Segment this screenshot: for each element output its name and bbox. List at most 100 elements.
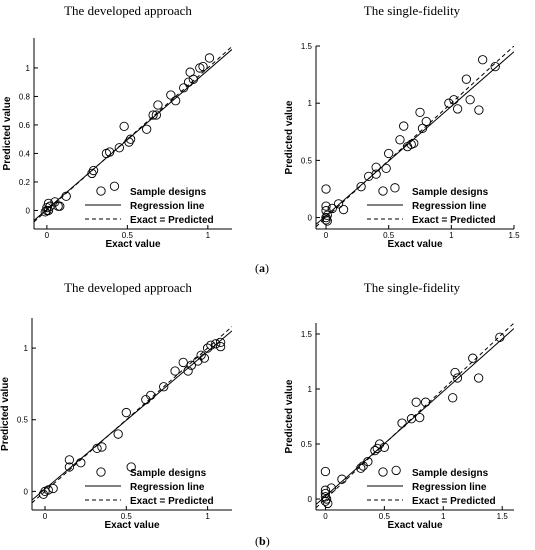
sample-point: [421, 116, 431, 127]
legend-label-exact-predicted: Exact = Predicted: [412, 496, 496, 507]
y-tick-label: 0.5: [301, 440, 313, 449]
sample-point: [183, 366, 193, 376]
x-tick-label: 0.5: [383, 231, 395, 240]
sample-point: [370, 445, 380, 456]
sample-point: [338, 204, 349, 215]
sample-point: [183, 77, 194, 87]
y-axis-title: Predicted value: [0, 377, 11, 451]
legend-marker-circle: [96, 186, 106, 196]
sample-point: [399, 121, 409, 131]
legend: Sample designs Regression line Exact = Pre…: [85, 467, 214, 507]
chart-b-left-title: The developed approach: [64, 280, 192, 295]
x-axis-title: Exact value: [105, 239, 160, 250]
x-tick-label: 0: [43, 512, 48, 521]
sample-point: [199, 353, 210, 363]
sample-point: [395, 135, 405, 145]
sample-point: [113, 429, 123, 439]
sample-point: [323, 498, 333, 509]
sample-point: [320, 488, 331, 499]
sample-point: [449, 95, 459, 105]
y-tick-label: 1.5: [301, 42, 313, 51]
x-tick-label: 1: [449, 231, 454, 240]
sample-point: [76, 458, 86, 468]
sample-point: [326, 483, 336, 493]
y-axis-title: Predicted value: [284, 100, 295, 174]
chart-panel-2: 0 0.5 1 0 0.5 1 Exact value Predicted value Samp…: [0, 318, 232, 531]
sample-point: [473, 373, 484, 383]
chart-a-right-title: The single-fidelity: [363, 3, 461, 18]
x-axis-title: Exact value: [387, 520, 442, 531]
sample-point: [193, 356, 203, 366]
x-axis-title: Exact value: [387, 239, 442, 250]
sample-point: [372, 443, 382, 454]
sample-point: [202, 343, 213, 353]
y-tick-label: 1.5: [301, 330, 313, 339]
sample-point: [391, 465, 401, 476]
y-axis-title: Predicted value: [284, 379, 295, 453]
sample-point: [320, 485, 331, 495]
sample-point: [322, 210, 332, 220]
sample-point: [114, 143, 124, 153]
x-tick-label: 1: [206, 231, 211, 240]
sample-point: [159, 382, 169, 392]
sample-point: [215, 337, 226, 348]
sample-point: [415, 107, 425, 117]
legend-label-sample-designs: Sample designs: [130, 187, 207, 198]
sample-point: [92, 443, 102, 454]
y-tick-label: 1: [308, 385, 313, 394]
sample-point: [151, 110, 161, 120]
sample-point: [124, 137, 134, 147]
sample-point: [142, 124, 152, 134]
sample-point: [415, 412, 425, 423]
legend-label-exact-predicted: Exact = Predicted: [130, 215, 214, 226]
sample-point: [119, 121, 129, 132]
legend-label-sample-designs: Sample designs: [130, 468, 207, 479]
sample-point: [337, 474, 347, 484]
sample-point: [327, 203, 337, 214]
y-tick-label: 1: [26, 64, 31, 73]
exact-equals-predicted-line: [316, 323, 514, 509]
sample-point: [321, 184, 331, 194]
sample-point: [178, 357, 188, 368]
regression-line: [316, 51, 514, 225]
sample-point: [170, 366, 180, 376]
sample-point: [468, 353, 478, 363]
legend-label-sample-designs: Sample designs: [412, 468, 489, 479]
sample-point: [411, 397, 421, 407]
y-axis-title: Predicted value: [2, 96, 13, 170]
sample-point: [320, 492, 331, 502]
sample-point: [215, 342, 226, 352]
legend-label-regression-line: Regression line: [412, 201, 487, 212]
sample-point: [166, 90, 176, 100]
y-tick-label: 0: [308, 214, 313, 223]
sample-point: [333, 199, 344, 209]
sample-point: [204, 53, 215, 63]
y-tick-label: 0.5: [17, 416, 29, 425]
sample-point: [148, 110, 158, 120]
sample-point: [109, 181, 120, 191]
sample-point: [198, 61, 208, 72]
legend-marker-circle: [378, 467, 388, 477]
sample-point: [390, 183, 400, 193]
sample-point: [374, 439, 385, 449]
x-tick-label: 0.5: [122, 231, 134, 240]
x-tick-label: 0: [324, 231, 329, 240]
y-tick-label: 0.8: [19, 92, 31, 101]
chart-panel-3: 0 0.5 1 1.5 0 0.5 1 1.5 Exact value Predicted val…: [284, 323, 514, 531]
sample-point: [384, 148, 394, 159]
legend-label-sample-designs: Sample designs: [412, 187, 489, 198]
chart-panel-1: 0 0.5 1 1.5 0 0.5 1 1.5 Exact value Predicted val…: [284, 42, 520, 250]
sample-point: [43, 485, 53, 495]
sample-point: [379, 442, 390, 452]
sample-point: [371, 169, 381, 179]
sample-point: [196, 350, 206, 360]
sample-point: [211, 339, 221, 349]
sample-point: [356, 182, 366, 192]
legend-label-exact-predicted: Exact = Predicted: [130, 496, 214, 507]
chart-b-right-title: The single-fidelity: [363, 280, 461, 295]
sample-point: [450, 367, 460, 378]
x-tick-label: 1.5: [508, 231, 520, 240]
sample-point: [452, 104, 463, 114]
sample-point: [88, 165, 99, 176]
